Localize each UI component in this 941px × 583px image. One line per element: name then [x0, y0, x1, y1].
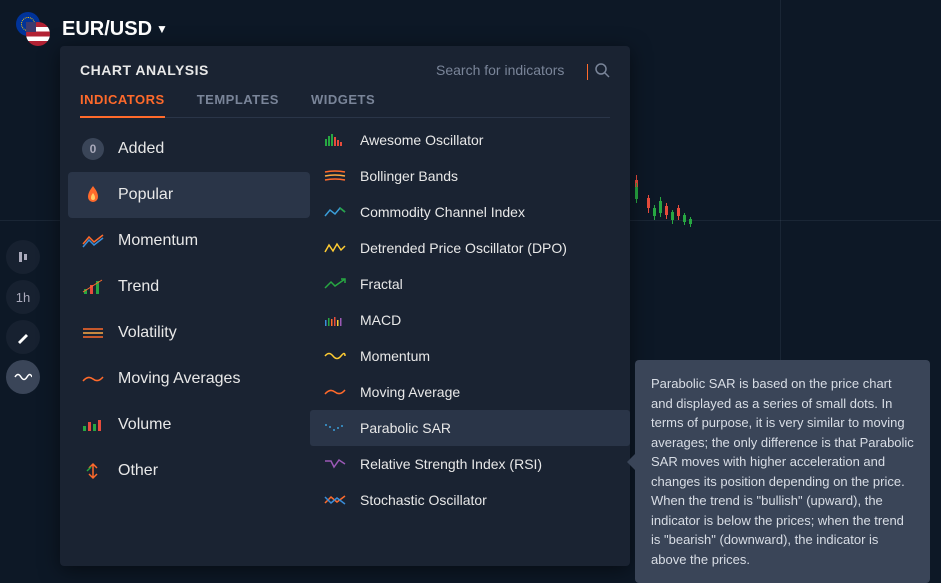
line-chart-icon [324, 204, 346, 220]
indicator-dpo[interactable]: Detrended Price Oscillator (DPO) [310, 230, 630, 266]
category-label: Trend [118, 278, 159, 296]
tab-templates[interactable]: TEMPLATES [197, 92, 279, 117]
indicator-stochastic[interactable]: Stochastic Oscillator [310, 482, 630, 518]
indicator-label: Commodity Channel Index [360, 204, 525, 220]
indicator-list: Awesome Oscillator Bollinger Bands Commo… [310, 118, 630, 566]
category-label: Popular [118, 186, 173, 204]
indicator-label: Detrended Price Oscillator (DPO) [360, 240, 567, 256]
crossing-lines-icon [324, 492, 346, 508]
category-momentum[interactable]: Momentum [68, 218, 310, 264]
indicator-momentum[interactable]: Momentum [310, 338, 630, 374]
timeframe-button[interactable]: 1h [6, 280, 40, 314]
indicator-rsi[interactable]: Relative Strength Index (RSI) [310, 446, 630, 482]
macd-icon [324, 312, 346, 328]
curve-icon [324, 384, 346, 400]
category-moving-averages[interactable]: Moving Averages [68, 356, 310, 402]
candlestick-type-button[interactable] [6, 240, 40, 274]
indicator-label: Relative Strength Index (RSI) [360, 456, 542, 472]
indicator-tooltip: Parabolic SAR is based on the price char… [635, 360, 930, 583]
panel-title: CHART ANALYSIS [80, 62, 209, 78]
zigzag-icon [324, 240, 346, 256]
indicator-label: Fractal [360, 276, 403, 292]
indicator-awesome-oscillator[interactable]: Awesome Oscillator [310, 122, 630, 158]
category-label: Volume [118, 416, 171, 434]
fractal-icon [324, 276, 346, 292]
indicator-fractal[interactable]: Fractal [310, 266, 630, 302]
category-label: Added [118, 140, 164, 158]
other-icon [82, 460, 104, 482]
added-count-badge: 0 [82, 138, 104, 160]
flame-icon [82, 184, 104, 206]
moving-average-icon [82, 368, 104, 390]
category-label: Momentum [118, 232, 198, 250]
bars-icon [324, 132, 346, 148]
panel-header: CHART ANALYSIS INDICATORS TEMPLATES WIDG… [60, 46, 630, 118]
indicator-macd[interactable]: MACD [310, 302, 630, 338]
category-list: 0 Added Popular Momentum Trend Volatilit… [60, 118, 310, 566]
volume-icon [82, 414, 104, 436]
category-label: Moving Averages [118, 370, 240, 388]
search-icon [594, 62, 610, 78]
indicator-parabolic-sar[interactable]: Parabolic SAR [310, 410, 630, 446]
left-toolbar: 1h [6, 240, 40, 394]
category-popular[interactable]: Popular [68, 172, 310, 218]
category-volume[interactable]: Volume [68, 402, 310, 448]
tab-widgets[interactable]: WIDGETS [311, 92, 375, 117]
indicator-label: Awesome Oscillator [360, 132, 483, 148]
tab-indicators[interactable]: INDICATORS [80, 92, 165, 117]
trend-icon [82, 276, 104, 298]
indicator-label: Moving Average [360, 384, 460, 400]
rsi-icon [324, 456, 346, 472]
indicator-label: MACD [360, 312, 401, 328]
usd-flag-icon [26, 22, 50, 46]
bands-icon [324, 168, 346, 184]
indicator-bollinger-bands[interactable]: Bollinger Bands [310, 158, 630, 194]
category-label: Volatility [118, 324, 177, 342]
category-volatility[interactable]: Volatility [68, 310, 310, 356]
search-box[interactable] [436, 62, 610, 78]
indicators-button[interactable] [6, 360, 40, 394]
wave-icon [324, 348, 346, 364]
draw-tool-button[interactable] [6, 320, 40, 354]
chart-analysis-panel: CHART ANALYSIS INDICATORS TEMPLATES WIDG… [60, 46, 630, 566]
indicator-cci[interactable]: Commodity Channel Index [310, 194, 630, 230]
panel-body: 0 Added Popular Momentum Trend Volatilit… [60, 118, 630, 566]
dots-line-icon [324, 420, 346, 436]
tooltip-text: Parabolic SAR is based on the price char… [651, 376, 914, 567]
volatility-icon [82, 322, 104, 344]
indicator-label: Momentum [360, 348, 430, 364]
search-input[interactable] [436, 62, 586, 78]
currency-pair-flags [16, 12, 50, 46]
indicator-moving-average[interactable]: Moving Average [310, 374, 630, 410]
panel-tabs: INDICATORS TEMPLATES WIDGETS [80, 92, 610, 118]
indicator-label: Bollinger Bands [360, 168, 458, 184]
indicator-label: Parabolic SAR [360, 420, 451, 436]
category-added[interactable]: 0 Added [68, 126, 310, 172]
category-other[interactable]: Other [68, 448, 310, 494]
category-trend[interactable]: Trend [68, 264, 310, 310]
category-label: Other [118, 462, 158, 480]
momentum-icon [82, 230, 104, 252]
indicator-label: Stochastic Oscillator [360, 492, 487, 508]
